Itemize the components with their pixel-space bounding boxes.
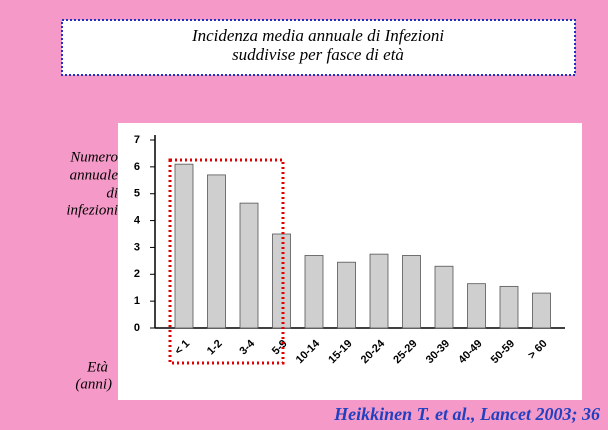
highlight-box: [168, 158, 285, 365]
y-tick-label: 1: [134, 295, 140, 307]
bar: [532, 292, 551, 329]
bar: [337, 261, 356, 329]
x-axis-label: Età: [86, 359, 108, 375]
y-tick-label: 3: [134, 241, 140, 253]
y-tick-label: 0: [134, 322, 140, 334]
plot-area: [118, 123, 582, 400]
y-tick-label: 4: [134, 214, 141, 226]
y-axis-label: Numero: [69, 149, 118, 165]
bar: [434, 265, 454, 329]
title-box: [61, 19, 576, 76]
y-axis-label: infezioni: [66, 202, 118, 218]
y-tick-label: 7: [134, 134, 140, 146]
bar: [369, 253, 389, 329]
bar: [402, 255, 421, 329]
y-axis-label: annuale: [70, 167, 119, 183]
y-axis-label: di: [106, 185, 118, 201]
y-tick-label: 5: [134, 188, 140, 200]
y-tick-label: 2: [134, 268, 140, 280]
y-tick-label: 6: [134, 161, 140, 173]
bar: [467, 283, 486, 329]
source: Heikkinen T. et al., Lancet 2003; 36: [333, 404, 600, 424]
bar: [239, 202, 259, 329]
bar: [499, 285, 519, 329]
bar: [174, 163, 194, 329]
chart-title: suddivise per fasce di età: [232, 45, 404, 64]
chart-title: Incidenza media annuale di Infezioni: [191, 26, 444, 45]
x-axis-label: (anni): [75, 376, 112, 392]
bar: [304, 255, 324, 329]
bar: [207, 174, 226, 329]
